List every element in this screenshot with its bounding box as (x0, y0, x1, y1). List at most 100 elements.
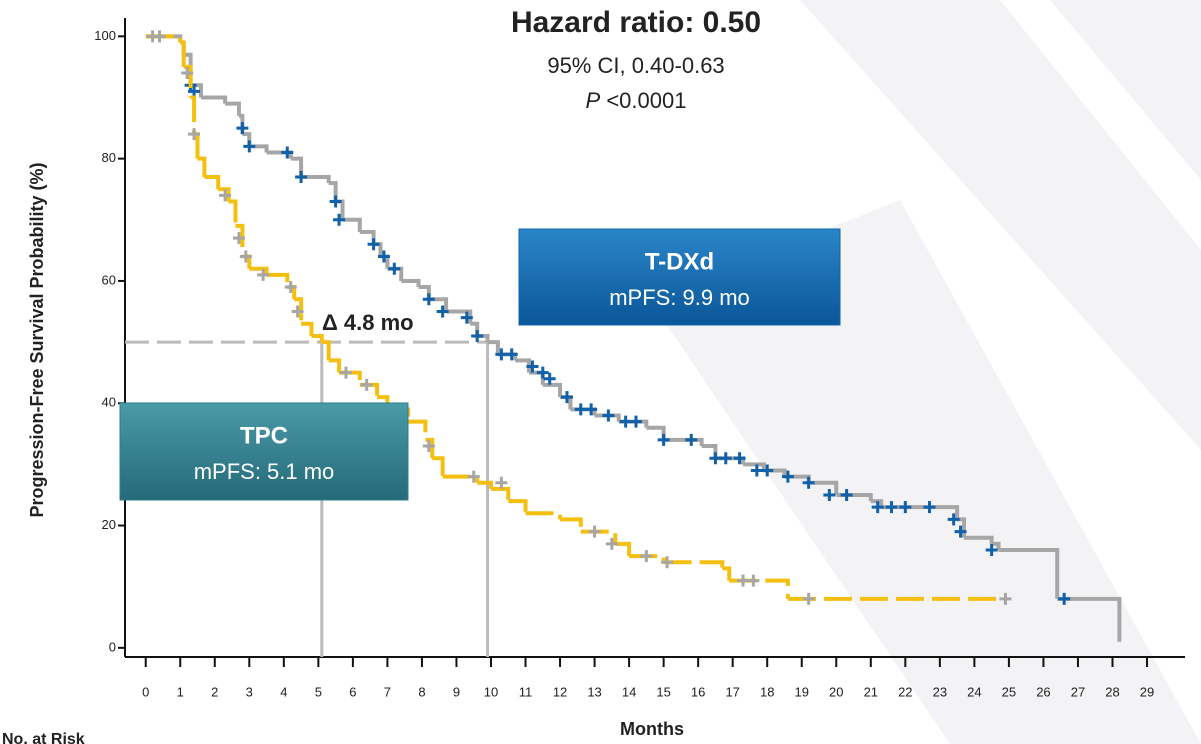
step (401, 278, 421, 288)
background-shapes (650, 0, 1201, 744)
censor-mark (923, 501, 936, 514)
censor-mark (495, 476, 508, 489)
step (560, 517, 583, 532)
step (525, 511, 563, 520)
censor-mark (802, 476, 815, 489)
step (294, 297, 304, 324)
y-tick-label: 40 (102, 395, 116, 410)
censor-mark (471, 329, 484, 342)
x-tick-label: 26 (1036, 684, 1050, 699)
censor-mark (588, 525, 601, 538)
censor-mark (719, 452, 732, 465)
censor-mark (585, 403, 598, 416)
x-tick-label: 5 (315, 684, 322, 699)
step (408, 419, 428, 440)
censor-mark (181, 67, 194, 80)
censor-mark (388, 262, 401, 275)
step (266, 272, 290, 288)
step (321, 340, 331, 361)
step (225, 101, 241, 116)
x-tick-label: 1 (177, 684, 184, 699)
censor-mark (422, 293, 435, 306)
x-tick-label: 6 (349, 684, 356, 699)
chart-title: Hazard ratio: 0.50 (511, 6, 761, 39)
censor-mark (747, 574, 760, 587)
step (991, 541, 1001, 550)
censor-mark (640, 550, 653, 563)
step (528, 370, 545, 385)
step (743, 462, 766, 471)
step (418, 285, 431, 300)
x-tick-label: 27 (1071, 684, 1085, 699)
x-tick-label: 17 (725, 684, 739, 699)
x-tick-label: 19 (795, 684, 809, 699)
series-0 (145, 34, 1122, 642)
censor-mark (985, 543, 998, 556)
step (701, 444, 718, 459)
censor-mark (333, 213, 346, 226)
censor-mark (467, 470, 480, 483)
censor-mark (495, 348, 508, 361)
censor-mark (602, 409, 615, 422)
censor-mark (823, 488, 836, 501)
censor-mark (232, 232, 245, 245)
censor-mark (284, 281, 297, 294)
censor-mark (840, 488, 853, 501)
x-tick-label: 29 (1140, 684, 1154, 699)
legend-name: T-DXd (645, 248, 714, 275)
censor-mark (733, 452, 746, 465)
x-tick-label: 4 (280, 684, 287, 699)
x-axis-label: Months (620, 719, 684, 739)
censor-mark (999, 592, 1012, 605)
step (228, 199, 238, 226)
step (204, 174, 221, 190)
y-tick-label: 20 (102, 517, 116, 532)
p-symbol: P (586, 88, 601, 113)
step (446, 309, 473, 324)
step (442, 474, 480, 483)
step (663, 560, 725, 569)
step (560, 395, 573, 410)
censor-mark (153, 30, 166, 43)
step (615, 541, 632, 557)
x-tick-label: 9 (453, 684, 460, 699)
step (1057, 596, 1122, 642)
step (508, 499, 528, 514)
step (311, 333, 324, 343)
censor-mark (281, 146, 294, 159)
censor-mark (291, 305, 304, 318)
step (432, 456, 445, 477)
legend-name: TPC (240, 422, 288, 449)
censor-mark (236, 122, 249, 135)
censor-mark (1058, 592, 1071, 605)
step (870, 499, 884, 508)
step (235, 223, 245, 257)
censor-mark (574, 403, 587, 416)
x-tick-label: 2 (211, 684, 218, 699)
x-tick-label: 7 (384, 684, 391, 699)
step (722, 566, 732, 581)
censor-mark (460, 311, 473, 324)
y-tick-label: 100 (94, 28, 116, 43)
censor-mark (436, 305, 449, 318)
step (808, 480, 839, 495)
x-tick-label: 25 (1002, 684, 1016, 699)
x-tick-label: 22 (898, 684, 912, 699)
series-1 (145, 30, 1012, 605)
censor-mark (188, 85, 201, 98)
censor-mark (781, 470, 794, 483)
censor-mark (526, 360, 539, 373)
censor-mark (360, 378, 373, 391)
step (663, 437, 704, 447)
step (183, 64, 193, 98)
censor-mark (377, 250, 390, 263)
x-tick-label: 21 (864, 684, 878, 699)
censor-mark (657, 433, 670, 446)
censor-mark (188, 128, 201, 141)
censor-mark (422, 440, 435, 453)
legend-median: mPFS: 5.1 mo (194, 459, 335, 484)
step (646, 425, 666, 440)
y-tick-label: 0 (109, 639, 116, 654)
x-tick-label: 11 (519, 684, 533, 699)
censor-mark (219, 189, 232, 202)
